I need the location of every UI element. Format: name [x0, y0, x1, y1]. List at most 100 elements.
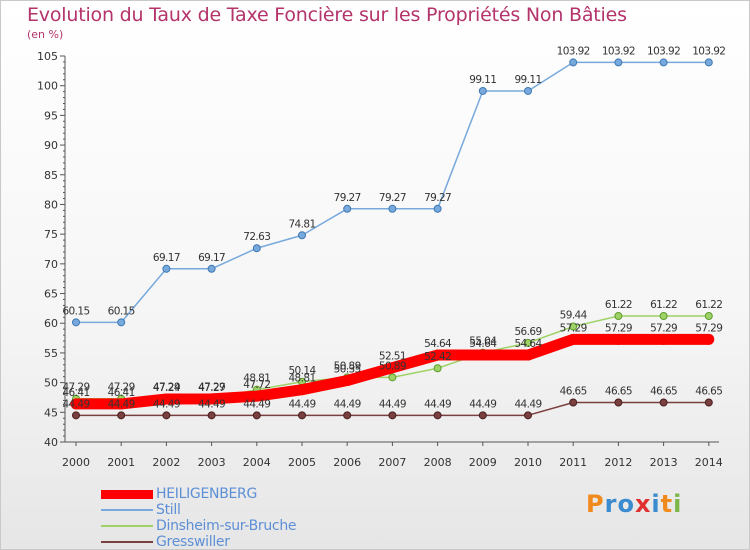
data-label-heiligenberg: 57.29 [695, 322, 722, 334]
data-point-heiligenberg [115, 398, 127, 410]
x-tick-label: 2009 [469, 456, 497, 469]
data-label-dinsheim-sur-bruche: 61.22 [650, 299, 677, 311]
data-label-heiligenberg: 50.35 [334, 364, 361, 376]
logo-letter: i [651, 490, 661, 518]
data-point-still [704, 58, 713, 67]
data-point-heiligenberg [477, 349, 489, 361]
data-label-gresswiller: 44.49 [514, 398, 541, 410]
legend-swatch-gresswiller [101, 541, 153, 543]
logo-letter: r [604, 490, 618, 518]
logo-letter: i [673, 490, 683, 518]
data-point-still [659, 58, 668, 67]
legend-label-dinsheim-sur-bruche: Dinsheim-sur-Bruche [156, 518, 297, 534]
data-label-gresswiller: 44.49 [198, 398, 225, 410]
data-point-gresswiller [704, 398, 713, 407]
legend-item-still: Still [101, 502, 341, 518]
data-point-heiligenberg [341, 375, 353, 387]
data-label-gresswiller: 46.65 [560, 386, 587, 398]
data-point-dinsheim-sur-bruche [524, 338, 532, 347]
data-point-still [207, 264, 216, 273]
legend-swatch-dinsheim-sur-bruche [101, 525, 153, 527]
data-label-dinsheim-sur-bruche: 48.81 [243, 373, 270, 385]
data-label-gresswiller: 44.49 [288, 398, 315, 410]
data-point-heiligenberg [160, 393, 172, 405]
data-labels: 44.49 44.49 44.49 44.49 44.49 44.49 44.49 44.49… [62, 45, 726, 410]
data-point-gresswiller [614, 398, 623, 407]
data-point-gresswiller [433, 411, 442, 420]
data-label-still: 103.92 [602, 45, 635, 57]
data-label-dinsheim-sur-bruche: 52.42 [424, 351, 451, 363]
y-tick-label: 95 [44, 109, 58, 122]
data-point-heiligenberg [703, 333, 715, 345]
x-tick-label: 2012 [604, 456, 632, 469]
data-point-gresswiller [117, 411, 126, 420]
y-unit-label: (en %) [27, 28, 64, 41]
data-point-still [614, 58, 623, 67]
x-tick-label: 2007 [378, 456, 406, 469]
y-tick-label: 105 [37, 50, 58, 63]
data-point-dinsheim-sur-bruche [614, 311, 623, 320]
data-label-heiligenberg: 54.64 [514, 338, 542, 350]
y-tick-label: 55 [44, 347, 58, 360]
data-label-heiligenberg: 54.64 [424, 338, 452, 350]
series-lines [70, 58, 715, 420]
data-label-still: 99.11 [469, 74, 496, 86]
data-label-gresswiller: 44.49 [108, 398, 135, 410]
data-point-heiligenberg [386, 362, 398, 374]
data-label-dinsheim-sur-bruche: 50.14 [288, 365, 316, 377]
data-point-gresswiller [72, 411, 80, 420]
data-point-gresswiller [388, 411, 397, 420]
x-tick-label: 2008 [424, 456, 452, 469]
data-label-dinsheim-sur-bruche: 55.04 [469, 336, 497, 348]
data-point-heiligenberg [612, 333, 624, 345]
y-tick-label: 80 [44, 198, 58, 211]
x-tick-label: 2003 [198, 456, 226, 469]
logo-letter: x [634, 490, 652, 518]
data-label-dinsheim-sur-bruche: 47.29 [108, 382, 135, 394]
data-point-still [569, 58, 578, 67]
legend-swatch-still [101, 509, 153, 511]
data-label-heiligenberg: 46.41 [62, 387, 89, 399]
data-point-still [524, 86, 532, 95]
data-point-heiligenberg [251, 390, 263, 402]
data-label-heiligenberg: 48.81 [288, 373, 315, 385]
data-label-dinsheim-sur-bruche: 47.29 [153, 382, 180, 394]
legend-item-gresswiller: Gresswiller [101, 534, 341, 549]
legend-label-still: Still [156, 502, 181, 518]
y-tick-label: 65 [44, 288, 58, 301]
x-tick-label: 2005 [288, 456, 316, 469]
data-label-gresswiller: 46.65 [605, 386, 632, 398]
data-label-heiligenberg: 47.24 [153, 382, 181, 394]
data-point-heiligenberg [432, 349, 444, 361]
data-label-dinsheim-sur-bruche: 50.89 [379, 360, 406, 372]
data-point-gresswiller [659, 398, 668, 407]
logo-letter: t [660, 490, 674, 518]
data-label-gresswiller: 44.49 [243, 398, 270, 410]
data-label-still: 79.27 [424, 192, 451, 204]
data-point-still [72, 318, 80, 327]
data-label-still: 60.15 [62, 305, 89, 317]
logo-letter: P [586, 490, 605, 518]
data-label-dinsheim-sur-bruche: 50.89 [334, 360, 361, 372]
data-point-still [478, 86, 487, 95]
data-label-heiligenberg: 54.64 [469, 338, 497, 350]
legend-item-dinsheim-sur-bruche: Dinsheim-sur-Bruche [101, 518, 341, 534]
data-label-gresswiller: 44.49 [379, 398, 406, 410]
data-point-gresswiller [343, 411, 352, 420]
y-tick-label: 60 [44, 317, 58, 330]
data-label-dinsheim-sur-bruche: 61.22 [695, 299, 722, 311]
data-point-heiligenberg [206, 393, 218, 405]
x-tick-label: 2011 [559, 456, 587, 469]
y-tick-label: 50 [44, 377, 58, 390]
x-tick-label: 2000 [62, 456, 90, 469]
data-point-gresswiller [207, 411, 216, 420]
y-tick-label: 70 [44, 258, 58, 271]
data-label-heiligenberg: 57.29 [560, 322, 587, 334]
y-tick-label: 100 [37, 80, 58, 93]
data-label-gresswiller: 44.49 [153, 398, 180, 410]
data-label-still: 99.11 [514, 74, 541, 86]
data-label-dinsheim-sur-bruche: 56.69 [514, 326, 541, 338]
data-point-heiligenberg [522, 349, 534, 361]
